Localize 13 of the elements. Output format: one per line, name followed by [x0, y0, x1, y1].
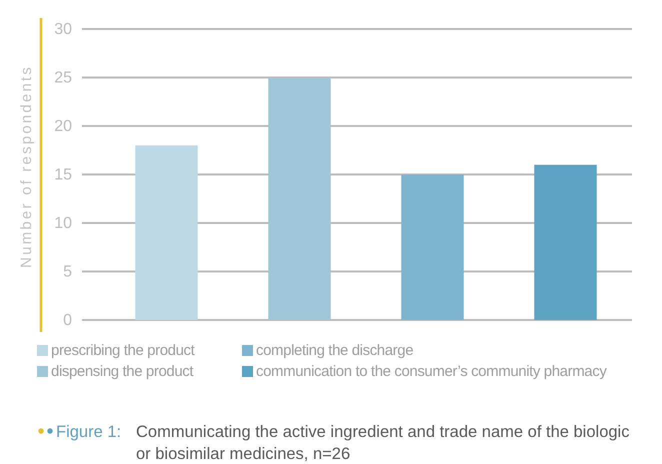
text: Figure 1: Communicating the active ingredient and trade name of the biologic or biosimilar medicines, n=26	[56, 423, 630, 463]
legend-label: completing the discharge	[256, 342, 414, 359]
legend-label: communication to the consumer’s community pharmacy	[256, 363, 608, 380]
y-tick-label: 20	[54, 118, 72, 136]
y-tick-label: 5	[63, 264, 72, 281]
y-axis-title: Number of respondents	[18, 65, 35, 268]
legend-label: prescribing the product	[51, 342, 196, 359]
legend-label: dispensing the product	[51, 363, 194, 380]
y-tick-label: 10	[54, 215, 72, 232]
y-tick-label: 0	[63, 312, 72, 330]
y-tick-label: 25	[54, 70, 72, 87]
y-tick-label: 15	[54, 166, 72, 184]
y-tick-label: 30	[54, 21, 72, 38]
